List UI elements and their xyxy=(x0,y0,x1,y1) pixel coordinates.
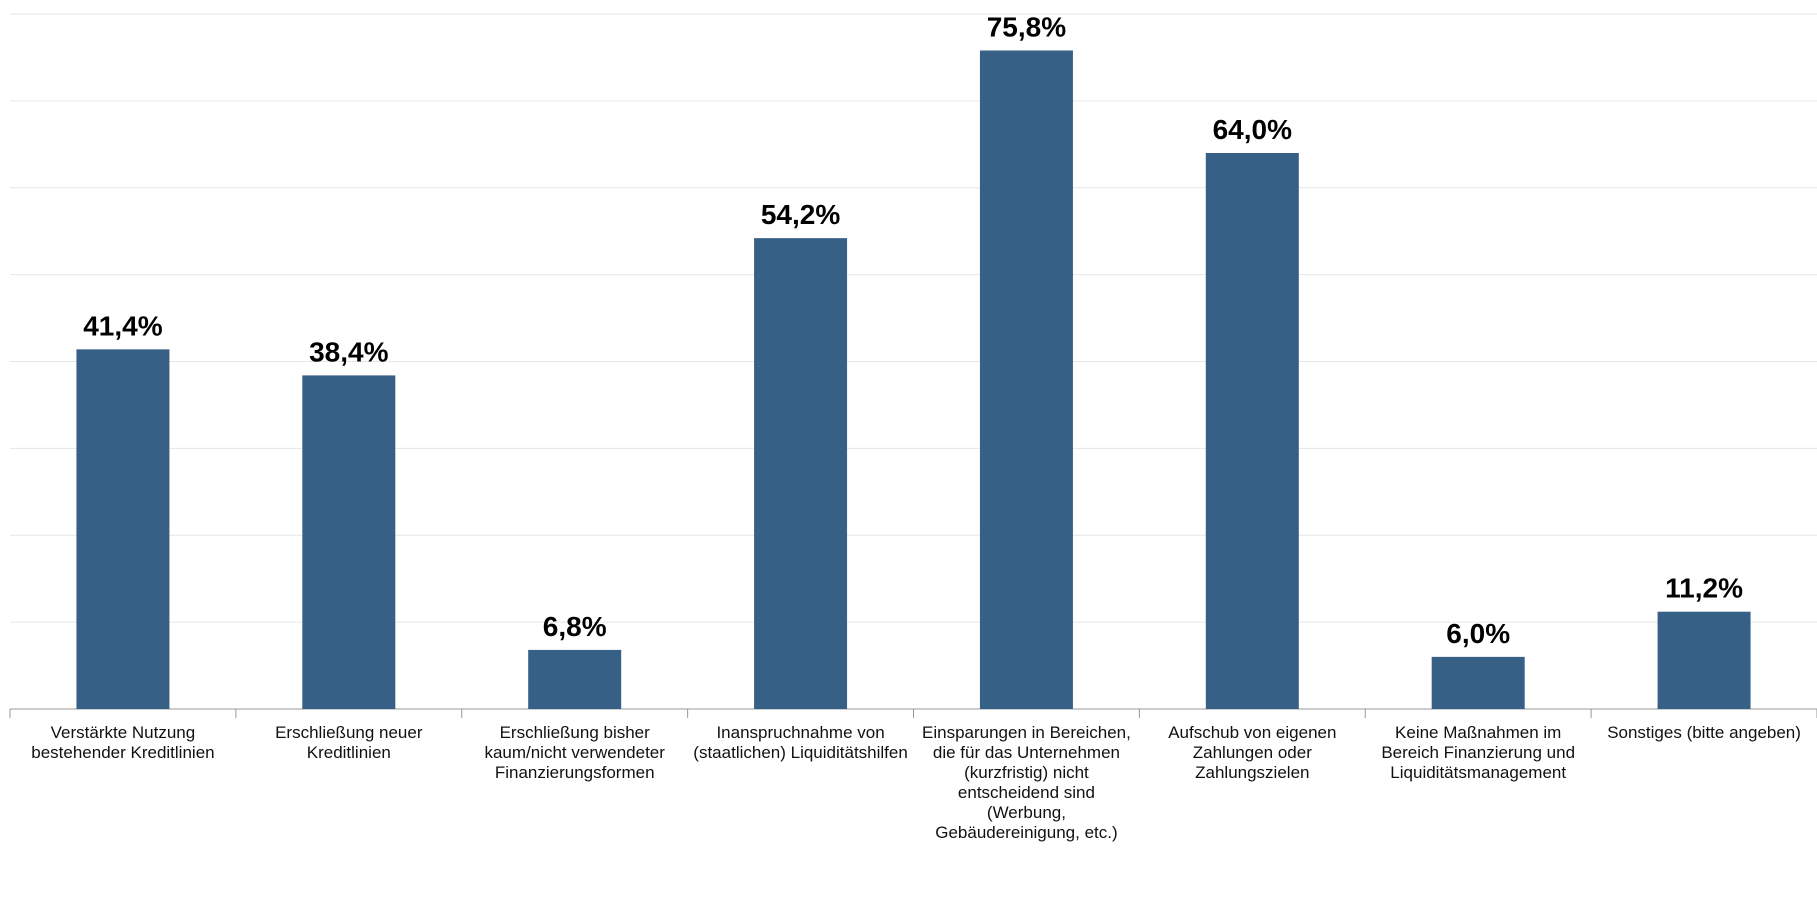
x-tick-label: Erschließung neuer Kreditlinien xyxy=(275,723,423,762)
x-tick-label: Keine Maßnahmen im Bereich Finanzierung … xyxy=(1381,723,1576,782)
bar xyxy=(528,649,622,709)
x-tick-label: Einsparungen in Bereichen, die für das U… xyxy=(922,723,1131,842)
value-label: 6,0% xyxy=(1446,618,1510,649)
bar xyxy=(1205,153,1299,709)
value-label: 41,4% xyxy=(83,310,162,341)
x-tick-label: Sonstiges (bitte angeben) xyxy=(1607,723,1801,742)
bar xyxy=(302,375,396,709)
x-tick-label: Erschließung bisher kaum/nicht verwendet… xyxy=(484,723,665,782)
bar xyxy=(1657,611,1751,709)
value-label: 75,8% xyxy=(987,11,1066,42)
bar xyxy=(754,238,848,709)
bar xyxy=(979,50,1073,710)
value-label: 38,4% xyxy=(309,336,388,367)
bar xyxy=(76,349,170,709)
x-tick-label: Inanspruchnahme von (staatlichen) Liquid… xyxy=(693,723,908,762)
x-tick-label: Verstärkte Nutzung bestehender Kreditlin… xyxy=(31,723,215,762)
value-label: 54,2% xyxy=(761,199,840,230)
value-label: 11,2% xyxy=(1665,573,1743,604)
value-label: 64,0% xyxy=(1213,114,1292,145)
bar xyxy=(1431,656,1525,709)
x-tick-label: Aufschub von eigenen Zahlungen oder Zahl… xyxy=(1168,723,1337,782)
value-label: 6,8% xyxy=(543,611,607,642)
